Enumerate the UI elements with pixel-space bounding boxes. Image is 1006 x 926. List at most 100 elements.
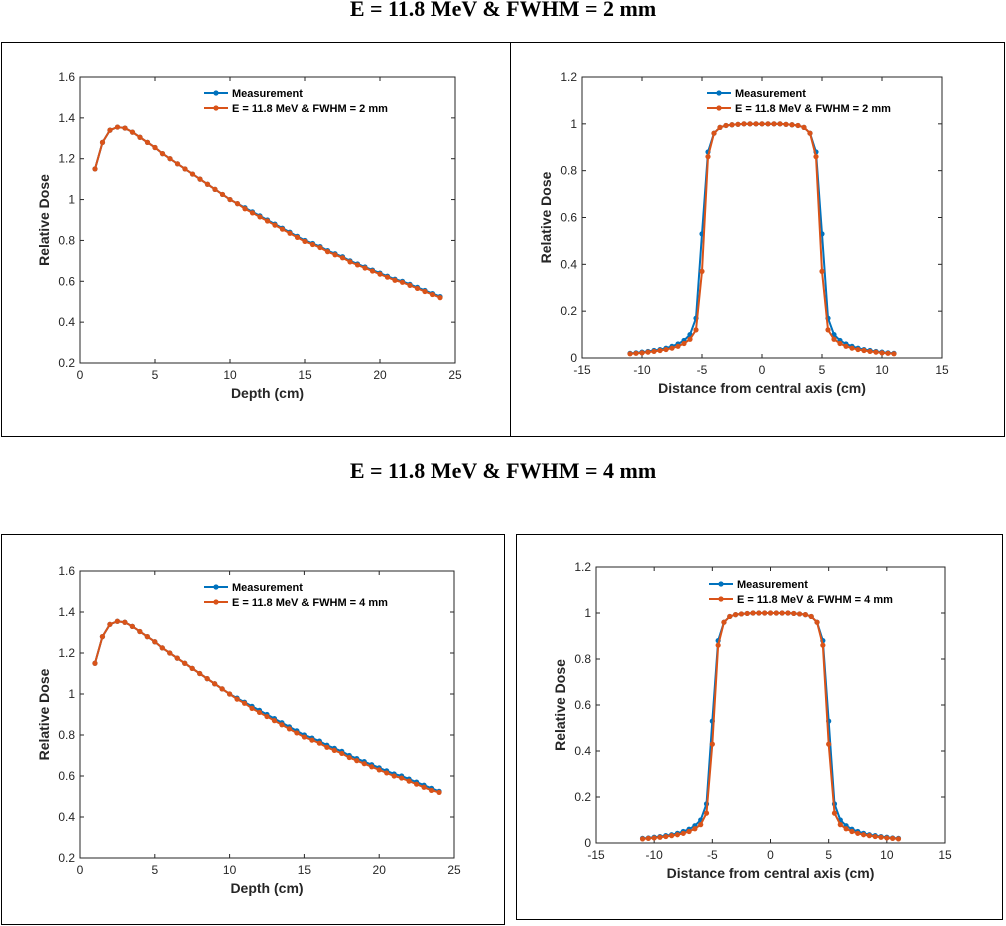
data-point [735, 121, 741, 127]
y-axis-label: Relative Dose [36, 668, 52, 760]
data-point [855, 830, 861, 836]
data-point [114, 618, 120, 624]
data-point [773, 610, 779, 616]
data-point [687, 336, 693, 342]
chart-svg: 0 5 10 15 20 25 0.2 0.4 0.6 0.8 1 1.2 1.4 1.6 Depth (c… [36, 564, 461, 896]
legend-swatch-marker [718, 581, 724, 587]
data-point [709, 741, 715, 747]
data-point [657, 834, 663, 840]
data-point [727, 613, 733, 620]
series-simulation [639, 610, 902, 842]
y-tick-label: 0.4 [58, 810, 75, 824]
data-point [414, 781, 420, 787]
data-point [885, 350, 891, 356]
data-point [257, 214, 263, 220]
data-point [421, 784, 427, 790]
data-point [264, 713, 270, 720]
data-point [241, 700, 248, 706]
data-point [849, 828, 855, 835]
data-point [242, 206, 248, 212]
legend-entry-label: E = 11.8 MeV & FWHM = 2 mm [232, 103, 388, 115]
data-point [779, 610, 785, 616]
data-point [705, 154, 711, 160]
x-tick-label: 5 [825, 848, 832, 862]
data-point [795, 122, 801, 129]
data-point [717, 124, 723, 130]
data-point [107, 621, 113, 627]
data-point [843, 343, 849, 349]
data-point [789, 122, 795, 128]
chart-svg: -15 -10 -5 0 5 10 15 0 0.2 0.4 0.6 0.8 1 1.2 Distance … [552, 560, 952, 881]
data-point [767, 610, 774, 616]
legend-entry-label: Measurement [232, 88, 303, 100]
data-point [645, 349, 651, 355]
data-point [895, 836, 902, 842]
y-tick-label: 1 [584, 606, 591, 620]
data-point [753, 121, 759, 127]
data-point [144, 139, 151, 145]
legend-swatch-marker [213, 90, 219, 96]
data-point [92, 660, 98, 666]
x-tick-label: 25 [447, 863, 461, 877]
data-point [826, 741, 832, 747]
data-point [849, 345, 855, 351]
data-point [891, 351, 897, 357]
chart-panel-lateral-profile-4mm: -15 -10 -5 0 5 10 15 0 0.2 0.4 0.6 0.8 1 1.2 Distance … [516, 534, 1003, 920]
y-tick-label: 0.4 [574, 744, 591, 758]
data-point [167, 650, 173, 656]
x-axis-label: Depth (cm) [230, 880, 303, 896]
data-point [819, 268, 825, 274]
data-point [346, 754, 352, 761]
data-point [669, 345, 675, 351]
data-point [680, 830, 686, 836]
x-tick-label: -15 [573, 363, 591, 377]
data-point [271, 718, 278, 724]
data-point [831, 336, 837, 342]
y-tick-label: 1.6 [58, 70, 75, 84]
data-point [879, 350, 885, 356]
x-tick-label: 0 [759, 363, 766, 377]
y-tick-label: 0.8 [574, 652, 591, 666]
y-tick-label: 1.2 [574, 560, 591, 574]
y-tick-label: 1 [570, 117, 577, 131]
data-point [428, 787, 435, 793]
data-point [264, 218, 271, 224]
y-axis-label: Relative Dose [538, 171, 554, 263]
data-point [867, 348, 873, 355]
x-tick-label: 15 [298, 863, 312, 877]
legend-swatch-marker [716, 105, 722, 111]
legend-swatch-marker [213, 105, 219, 111]
data-point [347, 259, 353, 265]
data-point [204, 181, 211, 187]
legend-swatch-marker [213, 584, 219, 590]
data-point [738, 611, 745, 617]
data-point [729, 122, 735, 128]
data-point [750, 610, 756, 616]
data-point [234, 696, 240, 702]
data-point [377, 271, 383, 277]
x-tick-label: 15 [298, 368, 312, 382]
legend-entry-label: Measurement [735, 88, 806, 100]
data-point [324, 744, 330, 750]
data-point [878, 834, 884, 840]
data-point [814, 619, 820, 625]
x-tick-label: 5 [152, 368, 159, 382]
data-point [182, 660, 188, 666]
x-axis-label: Distance from central axis (cm) [667, 865, 875, 881]
data-point [212, 681, 218, 687]
data-point [167, 156, 173, 162]
data-point [733, 612, 739, 618]
legend-entry-label: Measurement [737, 579, 808, 591]
x-tick-label: 5 [819, 363, 826, 377]
legend-swatch-marker [716, 90, 722, 96]
x-tick-label: 15 [935, 363, 949, 377]
y-tick-label: 0.6 [574, 698, 591, 712]
data-point [741, 121, 747, 127]
x-tick-label: 20 [373, 863, 387, 877]
data-point [414, 285, 421, 292]
data-point [861, 347, 867, 354]
data-point [866, 833, 872, 839]
x-tick-label: 0 [77, 368, 84, 382]
data-point [174, 655, 180, 661]
data-point [279, 722, 285, 728]
